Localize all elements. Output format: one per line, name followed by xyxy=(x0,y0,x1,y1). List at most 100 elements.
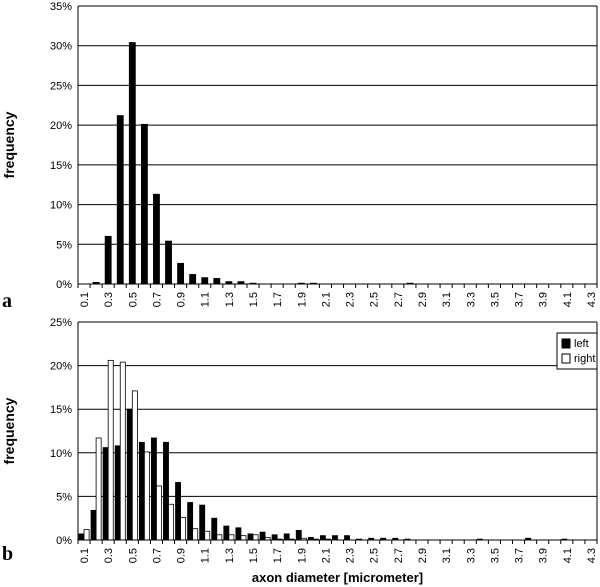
x-tick-label: 2.9 xyxy=(417,548,429,563)
legend-swatch-left xyxy=(561,338,571,349)
bar-left xyxy=(90,509,97,541)
y-tick-label: 10% xyxy=(50,448,72,460)
bar-series xyxy=(201,277,209,285)
bar-right xyxy=(204,530,211,541)
x-tick-label: 1.3 xyxy=(224,548,236,563)
x-tick-label: 1.7 xyxy=(272,292,284,307)
chart-panel-a: 0% 5% 10% 15% 20% 25% 30% 35% 0.1 0.3 0.5 0.7 0.9 1.1… xyxy=(1,1,598,312)
x-tick-label: 3.7 xyxy=(514,548,526,563)
bar-series xyxy=(165,240,172,285)
x-tick-label: 3.7 xyxy=(514,292,526,307)
bar-right xyxy=(83,529,90,541)
bar-right xyxy=(95,437,102,541)
x-tick-label: 0.3 xyxy=(103,548,115,563)
bar-left xyxy=(344,535,350,541)
x-tick-label: 2.1 xyxy=(320,548,332,563)
x-tick-label: 4.1 xyxy=(562,548,574,563)
bar-series xyxy=(189,274,197,285)
y-tick-label: 0% xyxy=(56,279,72,291)
bar-left xyxy=(319,535,326,541)
bar-left xyxy=(199,504,206,541)
bar-left xyxy=(247,533,254,541)
bar-left xyxy=(271,534,278,541)
bar-left xyxy=(163,441,169,541)
x-tick-label: 3.9 xyxy=(538,292,550,307)
bar-right xyxy=(107,359,114,541)
bar-left xyxy=(175,482,181,541)
x-tick-label: 2.1 xyxy=(320,292,332,307)
bar-left xyxy=(283,533,290,541)
y-tick-label: 20% xyxy=(50,361,72,373)
bar-left xyxy=(259,531,266,541)
bar-right xyxy=(240,535,247,541)
x-tick-label: 0.7 xyxy=(151,548,163,563)
legend-label-right: right xyxy=(574,353,595,365)
bar-left xyxy=(114,445,121,541)
x-tick-label: 2.3 xyxy=(345,292,357,307)
x-tick-label: 3.9 xyxy=(538,548,550,563)
y-tick-label: 30% xyxy=(50,41,72,53)
bar-series xyxy=(177,262,185,285)
x-tick-label: 2.9 xyxy=(417,292,429,307)
y-axis-label: frequency xyxy=(1,111,17,178)
x-tick-label: 0.5 xyxy=(127,292,139,307)
panel-letter: a xyxy=(2,290,12,312)
y-tick-label: 15% xyxy=(50,404,72,416)
x-tick-label: 0.9 xyxy=(176,548,188,563)
x-tick-label: 1.1 xyxy=(200,292,212,307)
bar-left xyxy=(102,447,109,541)
x-tick-label: 0.7 xyxy=(151,292,163,307)
bar-series xyxy=(128,42,136,285)
bar-series xyxy=(116,115,124,285)
bar-right xyxy=(168,503,174,541)
y-tick-label: 25% xyxy=(50,80,72,92)
x-tick-label: 1.7 xyxy=(272,548,284,563)
bar-series xyxy=(140,123,148,285)
y-tick-label: 25% xyxy=(50,317,72,329)
bar-left xyxy=(138,441,145,541)
x-tick-label: 1.9 xyxy=(296,548,308,563)
bar-right xyxy=(216,534,223,541)
panel-letter: b xyxy=(2,543,13,565)
x-tick-label: 0.9 xyxy=(176,292,188,307)
bar-series xyxy=(104,235,112,285)
y-tick-label: 10% xyxy=(50,200,72,212)
bar-right xyxy=(131,390,138,541)
x-tick-label: 4.3 xyxy=(586,548,598,563)
x-tick-label: 3.5 xyxy=(489,548,501,563)
y-tick-label: 5% xyxy=(56,239,72,251)
x-tick-label: 3.1 xyxy=(441,548,453,563)
x-tick-label: 3.1 xyxy=(441,292,453,307)
legend-swatch-right xyxy=(561,353,571,364)
bar-left xyxy=(235,527,242,541)
bar-left xyxy=(211,517,218,541)
x-tick-label: 1.5 xyxy=(248,292,260,307)
y-axis-label: frequency xyxy=(1,397,17,464)
bar-left xyxy=(295,530,302,541)
bar-right xyxy=(143,451,150,541)
bar-right xyxy=(156,485,162,541)
x-tick-label: 0.1 xyxy=(79,292,91,307)
bar-right xyxy=(252,534,259,541)
x-tick-label: 1.3 xyxy=(224,292,236,307)
x-tick-label: 2.5 xyxy=(369,548,381,563)
bar-right xyxy=(228,534,235,541)
chart-panel-b: 0% 5% 10% 15% 20% 25% 0.1 0.3 0.5 0.7 0.9 1.1 1.3 1.5… xyxy=(1,317,598,585)
y-tick-label: 5% xyxy=(56,491,72,503)
x-tick-label: 1.9 xyxy=(296,292,308,307)
bar-left xyxy=(187,502,194,541)
x-tick-label: 2.7 xyxy=(393,548,405,563)
bar-series xyxy=(153,193,160,285)
y-tick-label: 35% xyxy=(50,1,72,13)
x-tick-label: 2.7 xyxy=(393,292,405,307)
x-tick-label: 3.3 xyxy=(465,292,477,307)
x-tick-label: 0.5 xyxy=(127,548,139,563)
x-axis-label: axon diameter [micrometer] xyxy=(252,570,423,585)
x-tick-label: 3.5 xyxy=(489,292,501,307)
legend-label-left: left xyxy=(574,338,589,350)
x-tick-label: 2.5 xyxy=(369,292,381,307)
bar-right xyxy=(180,516,187,541)
x-tick-label: 1.5 xyxy=(248,548,260,563)
bar-left xyxy=(78,533,85,541)
